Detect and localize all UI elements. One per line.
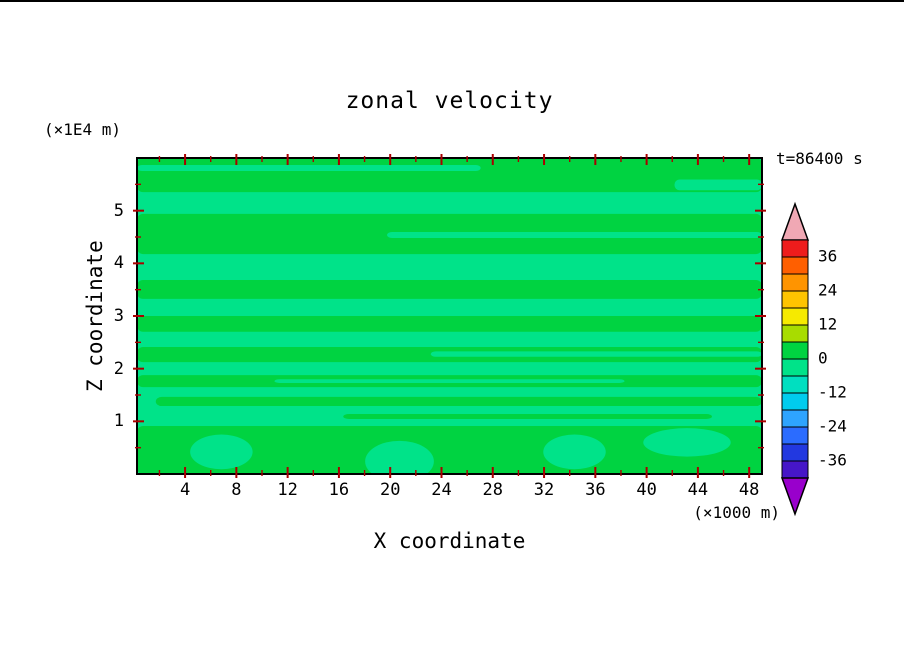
x-tick-label: 28 [482,480,504,500]
colorbar-tick-label: 0 [818,349,828,368]
x-tick-label: 20 [379,480,401,500]
x-tick-label: 32 [533,480,555,500]
colorbar-tick-label: 24 [818,281,837,300]
y-axis-title: Z coordinate [83,240,107,392]
colorbar-tick-label: 12 [818,315,837,334]
x-tick-label: 48 [738,480,760,500]
colorbar: 36 24 12 0 -12 -24 -36 [780,201,847,517]
x-tick-label: 40 [636,480,657,500]
x-tick-label: 36 [585,480,606,500]
x-tick-label: 12 [277,480,298,500]
x-tick-label: 4 [179,480,191,500]
x-axis-title: X coordinate [373,529,526,553]
x-tick-label: 8 [231,480,242,500]
contour-field [133,154,766,478]
colorbar-tick-label: -36 [818,451,847,470]
colorbar-tick-label: 36 [818,247,837,266]
y-axis-unit-label: (×1E4 m) [44,120,122,139]
chart-title: zonal velocity [345,88,554,114]
colorbar-tick-label: -24 [818,417,847,436]
x-tick-label: 24 [431,480,452,500]
time-annotation: t=86400 s [776,149,863,168]
x-axis-unit-label: (×1000 m) [693,503,780,522]
x-tick-label: 44 [687,480,709,500]
x-tick-label: 16 [328,480,350,500]
colorbar-tick-label: -12 [818,383,847,402]
